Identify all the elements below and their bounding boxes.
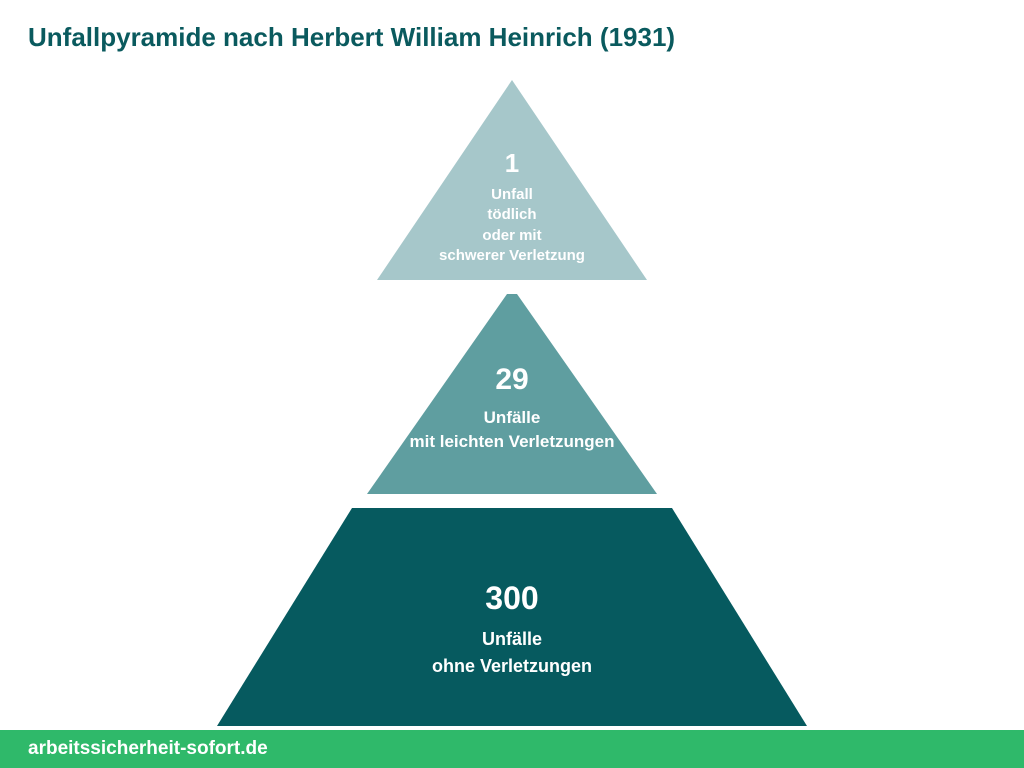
pyramid-tier-middle: 29Unfällemit leichten Verletzungen [367,294,657,494]
pyramid: 1 Unfalltödlichoder mitschwerer Verletzun… [82,80,942,726]
pyramid-tier-middle-content: 29Unfällemit leichten Verletzungen [410,358,615,455]
pyramid-tier-bottom-content: 300Unfälleohne Verletzungen [432,574,592,680]
pyramid-tier-middle-number: 29 [410,358,615,402]
pyramid-tier-top-content: 1 Unfalltödlichoder mitschwerer Verletzun… [439,146,585,266]
pyramid-tier-bottom-desc-line: ohne Verletzungen [432,653,592,680]
pyramid-tier-top-number: 1 [439,146,585,181]
pyramid-tier-top-description: Unfalltödlichoder mitschwerer Verletzung [439,185,585,266]
page-title: Unfallpyramide nach Herbert William Hein… [28,22,675,53]
pyramid-tier-top-desc-line: oder mit [439,226,585,246]
pyramid-tier-top-desc-line: Unfall [439,185,585,205]
pyramid-tier-top-desc-line: schwerer Verletzung [439,246,585,266]
pyramid-tier-top-desc-line: tödlich [439,205,585,225]
footer-text: arbeitssicherheit-sofort.de [28,738,268,760]
pyramid-tier-bottom-description: Unfälleohne Verletzungen [432,626,592,680]
pyramid-tier-bottom-desc-line: Unfälle [432,626,592,653]
pyramid-tier-middle-desc-line: mit leichten Verletzungen [410,430,615,455]
pyramid-tier-bottom-number: 300 [432,574,592,622]
pyramid-container: 1 Unfalltödlichoder mitschwerer Verletzun… [0,60,1024,726]
pyramid-tier-middle-desc-line: Unfälle [410,406,615,431]
footer-bar: arbeitssicherheit-sofort.de [0,730,1024,768]
pyramid-tier-middle-description: Unfällemit leichten Verletzungen [410,406,615,455]
pyramid-tier-top: 1 Unfalltödlichoder mitschwerer Verletzun… [377,80,647,280]
pyramid-tier-bottom: 300Unfälleohne Verletzungen [217,508,807,726]
